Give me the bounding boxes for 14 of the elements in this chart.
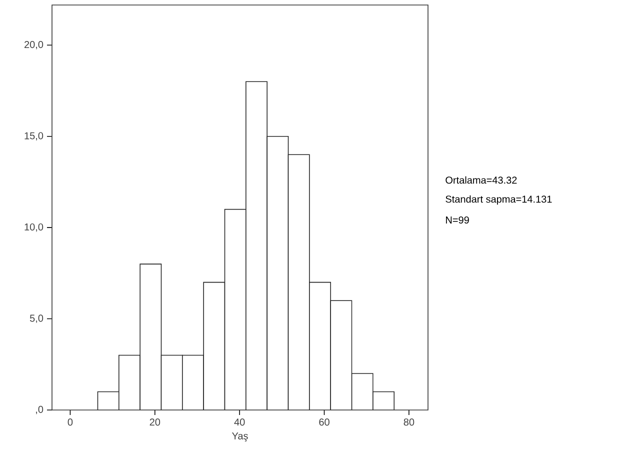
- text: N=99: [446, 216, 469, 224]
- y-tick-label: 10,0: [24, 223, 44, 232]
- x-tick-label: 0: [68, 418, 73, 426]
- y-tick-label: 15,0: [24, 132, 44, 140]
- text: Standart sapma=14.131: [446, 195, 552, 205]
- x-axis-title: Yaş: [232, 432, 248, 442]
- x-tick-label: 80: [404, 418, 414, 426]
- y-tick-label: 5,0: [30, 314, 44, 323]
- text: Ortalama=43.32: [446, 176, 517, 184]
- x-tick-label: 40: [234, 418, 245, 426]
- x-tick-label: 60: [319, 418, 330, 426]
- x-tick-label: 20: [150, 418, 160, 426]
- y-tick-label: ,0: [36, 406, 44, 414]
- y-tick-label: 20,0: [24, 41, 44, 50]
